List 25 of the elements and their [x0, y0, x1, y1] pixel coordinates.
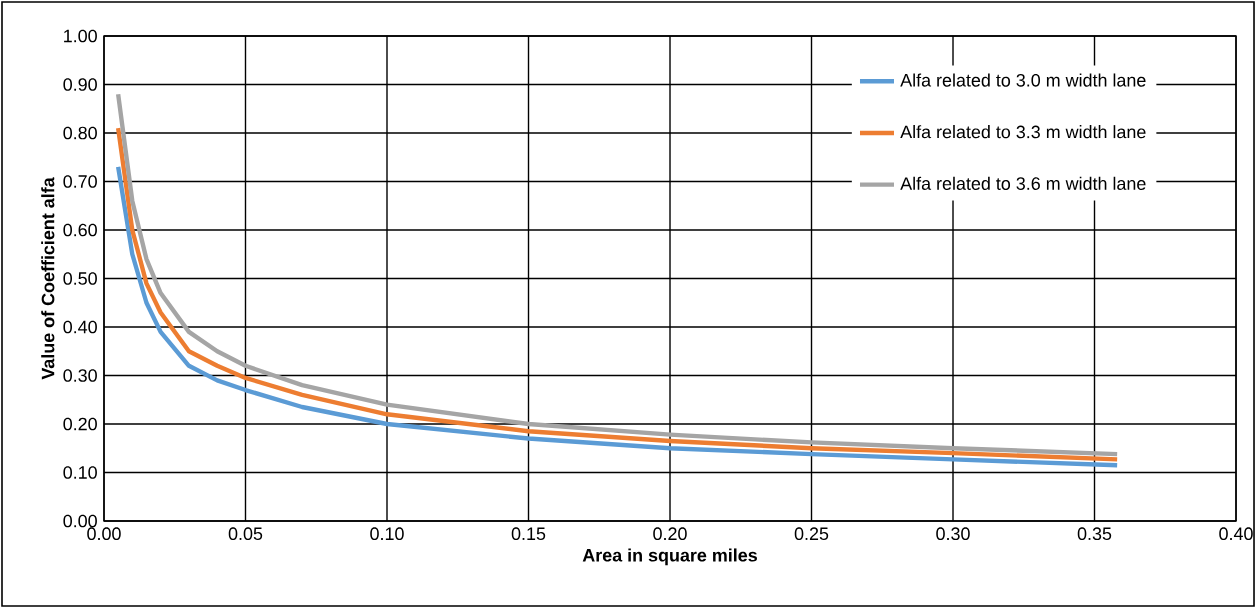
- y-tick-label: 0.70: [63, 175, 97, 188]
- legend-label: Alfa related to 3.3 m width lane: [900, 125, 1146, 139]
- y-tick-label: 0.50: [63, 272, 97, 285]
- y-tick-label: 0.20: [63, 417, 97, 431]
- x-tick-label: 0.10: [370, 527, 404, 541]
- y-tick-label: 0.40: [63, 320, 97, 334]
- x-tick-label: 0.40: [1219, 527, 1253, 541]
- y-tick-label: 1.00: [64, 29, 97, 43]
- x-tick-label: 0.30: [936, 527, 970, 541]
- legend-label: Alfa related to 3.6 m width lane: [900, 176, 1146, 190]
- y-tick-label: 0.60: [63, 223, 97, 237]
- x-tick-label: 0.20: [653, 527, 687, 541]
- x-tick-label: 0.05: [228, 527, 263, 541]
- y-tick-label: 0.80: [63, 126, 97, 140]
- x-tick-label: 0.00: [87, 527, 121, 541]
- x-tick-label: 0.15: [511, 527, 546, 541]
- y-tick-label: 0.30: [63, 369, 97, 382]
- y-tick-label: 0.00: [63, 514, 97, 528]
- x-axis-title: Area in square miles: [582, 548, 757, 566]
- y-axis-title: Value of Coefficient alfa: [41, 177, 55, 380]
- y-tick-label: 0.10: [63, 466, 97, 479]
- legend-label: Alfa related to 3.0 m width lane: [900, 73, 1146, 87]
- x-tick-label: 0.35: [1077, 527, 1112, 541]
- x-tick-label: 0.25: [794, 527, 829, 541]
- y-tick-label: 0.90: [63, 78, 97, 91]
